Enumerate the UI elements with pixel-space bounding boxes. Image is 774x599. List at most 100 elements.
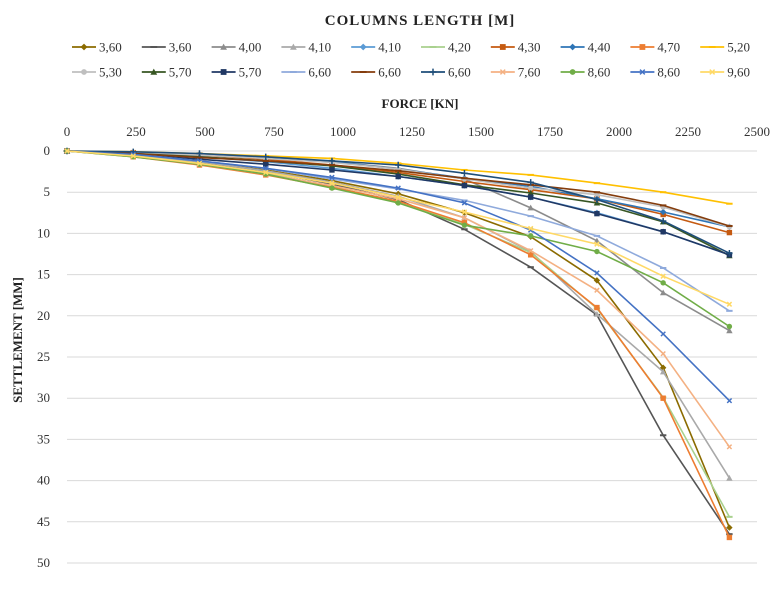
legend-label: 3,60 bbox=[99, 40, 122, 55]
data-point bbox=[461, 222, 468, 228]
legend-item: 8,60 bbox=[560, 65, 610, 80]
y-tick-label: 15 bbox=[37, 267, 50, 282]
data-point bbox=[527, 204, 534, 211]
legend-label: 5,70 bbox=[239, 65, 262, 80]
data-point bbox=[527, 189, 534, 196]
legend-label: 4,30 bbox=[518, 40, 541, 55]
legend-marker bbox=[290, 43, 297, 50]
legend-item: 4,10 bbox=[281, 40, 331, 55]
data-point bbox=[263, 161, 269, 167]
x-tick-label: 750 bbox=[264, 124, 284, 139]
y-tick-label: 30 bbox=[37, 390, 50, 405]
data-point bbox=[461, 209, 468, 215]
data-point bbox=[461, 182, 468, 189]
data-point bbox=[329, 180, 335, 186]
data-point bbox=[527, 194, 534, 200]
data-point bbox=[527, 233, 534, 239]
x-tick-label: 2250 bbox=[675, 124, 701, 139]
data-point bbox=[262, 165, 269, 172]
data-point bbox=[395, 173, 401, 180]
legend: 3,60 3,60 4,00 4,10 4,10 4,20 4,30 4,40 4,70 5,20… bbox=[72, 40, 750, 80]
data-point bbox=[726, 524, 733, 531]
legend-item: 4,40 bbox=[560, 40, 610, 55]
data-point bbox=[660, 280, 666, 286]
data-point bbox=[262, 153, 269, 160]
x-axis-ticks: 0 250 500 750 1000 1250 1500 1750 2000 2250 2500 bbox=[64, 124, 770, 139]
legend-marker bbox=[150, 68, 158, 75]
data-point bbox=[594, 248, 600, 255]
legend-item: 8,60 bbox=[630, 65, 680, 80]
legend-label: 8,60 bbox=[657, 65, 680, 80]
legend-item: 4,00 bbox=[211, 40, 262, 55]
data-point bbox=[395, 194, 401, 200]
y-tick-label: 40 bbox=[37, 473, 50, 488]
y-tick-label: 20 bbox=[37, 308, 50, 323]
legend-marker bbox=[80, 43, 88, 51]
legend-item: 6,60 bbox=[421, 65, 471, 80]
legend-item: 4,30 bbox=[490, 40, 541, 55]
legend-label: 9,60 bbox=[727, 65, 750, 80]
data-point bbox=[726, 474, 733, 481]
data-point bbox=[594, 241, 600, 247]
series-1 bbox=[63, 150, 733, 536]
series-18 bbox=[64, 148, 733, 404]
data-point bbox=[660, 229, 666, 235]
x-tick-label: 500 bbox=[195, 124, 215, 139]
legend-item: 5,20 bbox=[700, 40, 750, 55]
data-point bbox=[660, 331, 666, 337]
data-point bbox=[395, 185, 401, 191]
series-19 bbox=[64, 148, 733, 307]
data-point bbox=[196, 156, 203, 162]
data-point bbox=[395, 200, 401, 206]
legend-marker bbox=[81, 69, 87, 75]
x-tick-label: 2000 bbox=[606, 124, 632, 139]
data-point bbox=[594, 191, 600, 198]
legend-label: 5,20 bbox=[727, 40, 750, 55]
legend-marker bbox=[429, 68, 437, 76]
chart-title: COLUMNS LENGTH [M] bbox=[325, 13, 516, 29]
series-line bbox=[66, 150, 731, 528]
data-point bbox=[196, 150, 203, 157]
data-point bbox=[328, 157, 336, 165]
series-line bbox=[66, 150, 731, 538]
legend-item: 4,20 bbox=[421, 40, 471, 55]
data-point bbox=[594, 270, 600, 276]
legend-item: 6,60 bbox=[281, 65, 331, 80]
data-point bbox=[461, 215, 468, 221]
legend-label: 6,60 bbox=[448, 65, 471, 80]
series-layer bbox=[63, 147, 733, 541]
data-point bbox=[594, 287, 600, 293]
y-tick-label: 10 bbox=[37, 225, 50, 240]
data-point bbox=[593, 310, 601, 317]
legend-item: 6,60 bbox=[351, 65, 401, 80]
data-point bbox=[593, 277, 601, 284]
legend-label: 4,00 bbox=[239, 40, 262, 55]
y-tick-label: 0 bbox=[44, 143, 51, 158]
data-point bbox=[593, 196, 601, 203]
legend-marker bbox=[569, 43, 576, 51]
y-axis-ticks: 0 5 10 15 20 25 30 35 40 45 50 bbox=[37, 143, 50, 570]
y-axis-title: SETTLEMENT [MM] bbox=[10, 277, 25, 403]
data-point bbox=[130, 153, 136, 159]
y-tick-label: 35 bbox=[37, 431, 50, 446]
y-tick-label: 50 bbox=[37, 555, 50, 570]
legend-marker bbox=[569, 69, 576, 75]
legend-label: 3,60 bbox=[169, 40, 192, 55]
x-axis-title: FORCE [KN] bbox=[382, 96, 459, 111]
data-point bbox=[726, 327, 733, 334]
x-tick-label: 1500 bbox=[468, 124, 494, 139]
data-point bbox=[329, 174, 335, 181]
legend-label: 4,10 bbox=[308, 40, 331, 55]
data-point bbox=[527, 179, 534, 186]
legend-marker bbox=[359, 43, 367, 51]
y-tick-label: 25 bbox=[37, 349, 50, 364]
data-point bbox=[461, 200, 468, 206]
data-point bbox=[527, 247, 534, 254]
legend-marker bbox=[709, 69, 716, 75]
legend-label: 5,70 bbox=[169, 65, 192, 80]
data-point bbox=[262, 169, 269, 176]
legend-marker bbox=[220, 43, 227, 50]
y-tick-label: 5 bbox=[44, 184, 51, 199]
legend-label: 7,60 bbox=[518, 65, 541, 80]
legend-marker bbox=[639, 44, 646, 50]
